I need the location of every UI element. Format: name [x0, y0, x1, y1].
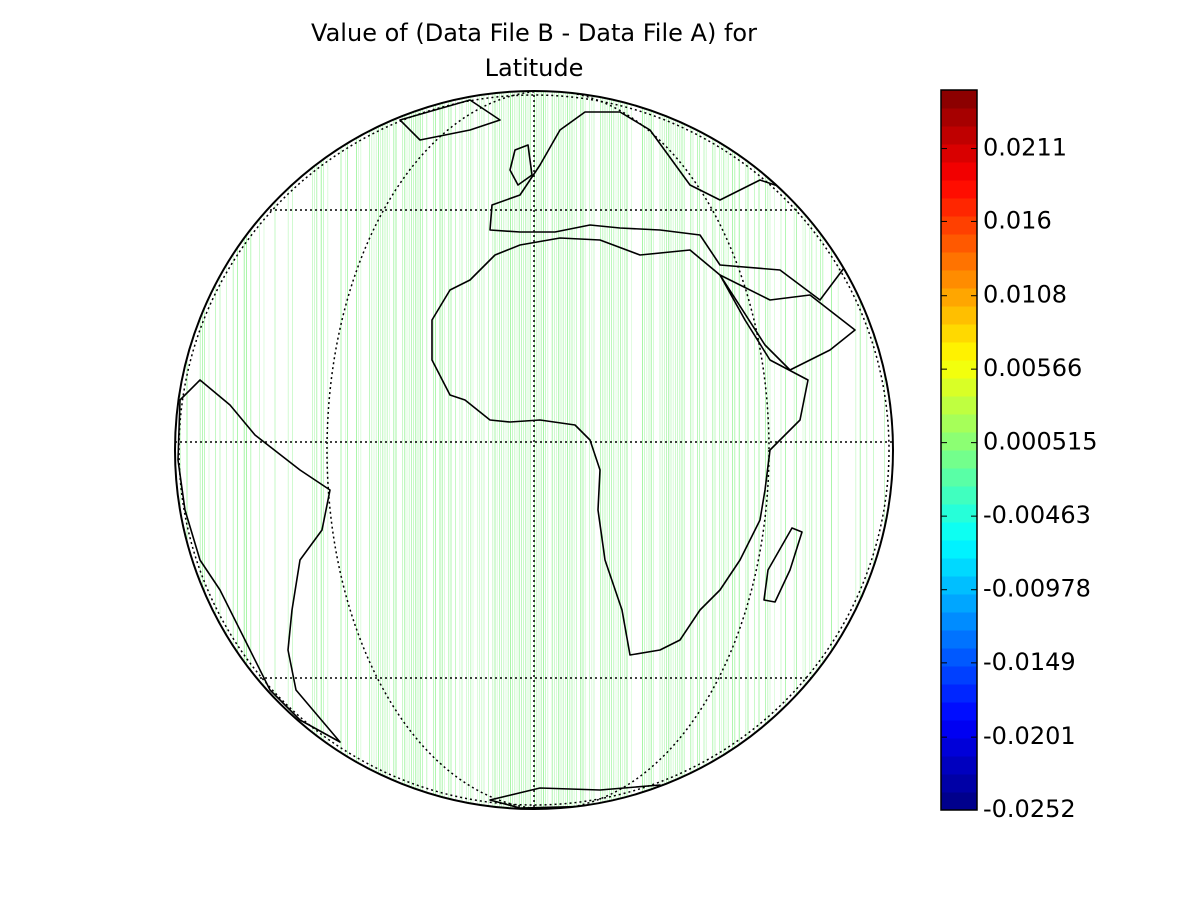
colorbar-level — [941, 756, 977, 775]
colorbar-level — [941, 126, 977, 145]
colorbar-level — [941, 162, 977, 181]
colorbar-level — [941, 90, 977, 109]
colorbar-level — [941, 684, 977, 703]
colorbar-tick-label: 0.0211 — [983, 134, 1067, 162]
colorbar-level — [941, 432, 977, 451]
title-line: Value of (Data File B - Data File A) for — [311, 19, 757, 47]
colorbar-level — [941, 414, 977, 433]
colorbar-level — [941, 288, 977, 307]
colorbar-level — [941, 234, 977, 253]
colorbar-tick-label: 0.00566 — [983, 354, 1082, 382]
colorbar-level — [941, 198, 977, 217]
colorbar-level — [941, 450, 977, 469]
colorbar-level — [941, 612, 977, 631]
africa — [431, 237, 809, 656]
colorbar-level — [941, 792, 977, 811]
colorbar-level — [941, 216, 977, 235]
title-line: Latitude — [485, 54, 584, 82]
colorbar-tick-label: -0.00978 — [983, 575, 1091, 603]
britain — [509, 144, 533, 186]
colorbar-level — [941, 180, 977, 199]
colorbar-level — [941, 720, 977, 739]
colorbar-tick-label: -0.0252 — [983, 795, 1076, 823]
colorbar-level — [941, 774, 977, 793]
colorbar-level — [941, 576, 977, 595]
colorbar-level — [941, 468, 977, 487]
colorbar-level — [941, 540, 977, 559]
colorbar-level — [941, 594, 977, 613]
colorbar-level — [941, 252, 977, 271]
colorbar-level — [941, 702, 977, 721]
colorbar-frame — [940, 89, 978, 811]
globe-edge — [174, 90, 894, 810]
colorbar: -0.0252 -0.0201 -0.0149 -0.00978 -0.00463 0.0… — [940, 89, 1098, 823]
colorbar-level — [941, 360, 977, 379]
colorbar-level — [941, 324, 977, 343]
colorbar-level — [941, 306, 977, 325]
colorbar-level — [941, 270, 977, 289]
colorbar-tick-label: -0.0149 — [983, 648, 1076, 676]
graticule — [175, 91, 893, 809]
colorbar-level — [941, 504, 977, 523]
colorbar-level — [941, 396, 977, 415]
colorbar-level — [941, 342, 977, 361]
colorbar-tick-label: 0.0108 — [983, 281, 1067, 309]
colorbar-level — [941, 558, 977, 577]
greenland — [399, 99, 501, 141]
colorbar-tick-label: -0.0201 — [983, 722, 1076, 750]
colorbar-level — [941, 486, 977, 505]
colorbar-level — [941, 144, 977, 163]
colorbar-tick-label: 0.016 — [983, 206, 1052, 234]
colorbar-level — [941, 522, 977, 541]
colorbar-level — [941, 666, 977, 685]
colorbar-tick-label: 0.000515 — [983, 428, 1098, 456]
colorbar-level — [941, 108, 977, 127]
colorbar-level — [941, 648, 977, 667]
madagascar — [763, 527, 803, 603]
south-america — [177, 379, 341, 743]
colorbar-tick-label: -0.00463 — [983, 501, 1091, 529]
colorbar-level — [941, 630, 977, 649]
colorbar-level — [941, 738, 977, 757]
arabia — [719, 274, 856, 371]
colorbar-level — [941, 378, 977, 397]
